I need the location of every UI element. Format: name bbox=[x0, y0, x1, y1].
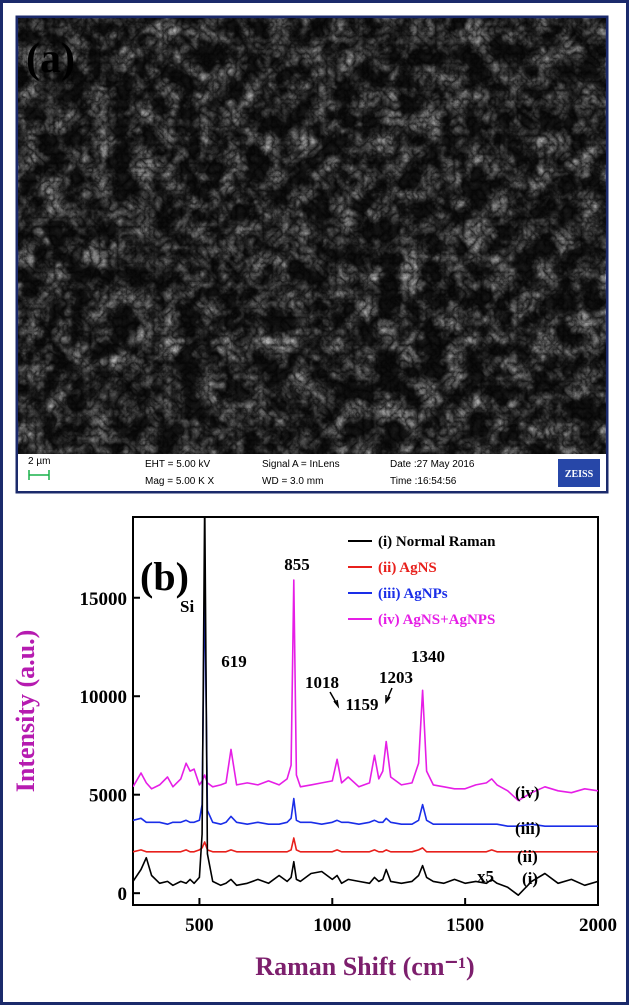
annotation: (i) bbox=[522, 869, 538, 888]
x-tick-label: 500 bbox=[185, 915, 214, 936]
x-tick-label: 1500 bbox=[446, 915, 484, 936]
annotation: 1018 bbox=[305, 673, 339, 692]
info-text: WD = 3.0 mm bbox=[262, 476, 323, 487]
legend-label: (iii) AgNPs bbox=[378, 586, 448, 602]
legend-label: (i) Normal Raman bbox=[378, 534, 496, 550]
legend-label: (iv) AgNS+AgNPS bbox=[378, 612, 495, 628]
y-axis-title: Intensity (a.u.) bbox=[11, 630, 40, 793]
panel-label: (b) bbox=[140, 554, 189, 599]
annotation: (ii) bbox=[517, 847, 538, 866]
annotation: (iii) bbox=[515, 819, 541, 838]
y-tick-label: 0 bbox=[118, 884, 128, 905]
annotation: (iv) bbox=[515, 783, 540, 802]
logo: ZEISS bbox=[565, 469, 594, 480]
annotation: x5 bbox=[477, 867, 494, 886]
annotation: 619 bbox=[221, 652, 247, 671]
info-text: Date :27 May 2016 bbox=[390, 459, 475, 470]
info-text: Time :16:54:56 bbox=[390, 476, 457, 487]
annotation: 1340 bbox=[411, 647, 445, 666]
annotation: Si bbox=[180, 597, 194, 616]
info-text: EHT = 5.00 kV bbox=[145, 459, 210, 470]
info-text: Signal A = InLens bbox=[262, 459, 340, 470]
legend-label: (ii) AgNS bbox=[378, 560, 437, 576]
scale-bar-label: 2 µm bbox=[28, 456, 50, 467]
annotation: 855 bbox=[284, 555, 310, 574]
figure: (a) 2 µm EHT = 5.00 kV Signal A = InLens… bbox=[0, 0, 629, 1005]
panel-label: (a) bbox=[26, 36, 75, 82]
y-tick-label: 15000 bbox=[80, 589, 128, 610]
sem-pores bbox=[18, 18, 606, 454]
annotation: 1159 bbox=[345, 695, 378, 714]
x-tick-label: 1000 bbox=[313, 915, 351, 936]
info-text: Mag = 5.00 K X bbox=[145, 476, 215, 487]
x-tick-label: 2000 bbox=[579, 915, 617, 936]
y-tick-label: 5000 bbox=[89, 786, 127, 807]
annotation: 1203 bbox=[379, 668, 413, 687]
y-tick-label: 10000 bbox=[80, 687, 128, 708]
x-axis-title: Raman Shift (cm⁻¹) bbox=[255, 952, 474, 981]
